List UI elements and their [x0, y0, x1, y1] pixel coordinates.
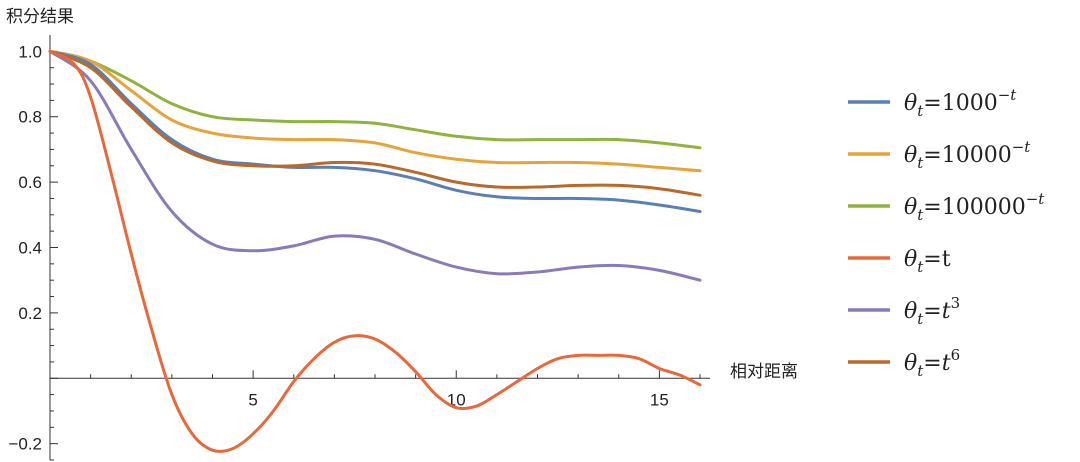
legend-label-s100000: θt=100000−t: [904, 190, 1045, 224]
y-axis-title: 积分结果: [6, 7, 74, 27]
legend-label-st: θt=t: [904, 247, 951, 276]
series-line-st3: [48, 49, 702, 282]
series-line-st: [48, 49, 702, 453]
legend-label-s1000: θt=1000−t: [904, 86, 1017, 120]
axes: 5 10 151.00.80.60.40.2−0.2: [8, 35, 710, 461]
series-lines: [48, 49, 702, 453]
y-tick-label: 0.4: [18, 239, 42, 258]
series-line-st6: [48, 49, 702, 197]
x-tick-label: 15: [650, 390, 669, 409]
x-axis-title: 相对距离: [730, 362, 798, 382]
y-tick-label: 0.2: [18, 304, 42, 323]
series-line-s1000: [48, 49, 702, 213]
series-line-s10000: [48, 49, 702, 173]
y-tick-label: 1.0: [18, 42, 42, 61]
legend: θt=1000−t θt=10000−t θt=100000−t θt=t θt=t3 θ…: [848, 86, 1045, 380]
series-line-s100000: [48, 49, 702, 150]
legend-label-s10000: θt=10000−t: [904, 138, 1031, 172]
y-tick-label: 0.8: [18, 108, 42, 127]
y-tick-label: 0.6: [18, 173, 42, 192]
legend-label-st3: θt=t3: [904, 294, 960, 328]
x-tick-label: 5: [248, 390, 257, 409]
legend-label-st6: θt=t6: [904, 346, 960, 380]
y-tick-label: −0.2: [8, 435, 42, 454]
